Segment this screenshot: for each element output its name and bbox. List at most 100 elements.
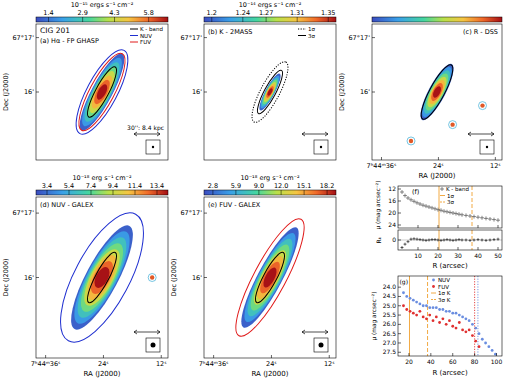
beam [152,146,154,148]
colorbar-tick [211,17,212,22]
profile-point [418,303,421,306]
beam-box [146,338,160,352]
residual-point [440,239,443,242]
colorbar-tick [135,190,136,195]
y-tick [36,92,39,93]
profile-point [421,203,425,207]
y-axis-title: Rₖ [375,236,382,243]
x-tick [498,225,499,228]
colorbar-tick-label: 11.4 [128,182,142,190]
legend-swatch [440,187,444,191]
x-tick-label: 40 [427,358,435,365]
y-tick [398,213,401,214]
y-axis-title: Dec (J2000) [2,258,10,296]
y-tick-label: 25.0 [383,302,397,309]
image-ground [36,197,168,358]
y-tick-label: 16' [192,274,202,282]
image-ground [204,197,336,358]
emission [233,222,308,333]
profile-point [445,210,449,214]
colorbar-tick [235,190,236,195]
colorbar [36,190,168,195]
y-tick [204,213,207,214]
emission [95,83,110,102]
image [36,197,168,358]
residual-point [413,237,416,240]
colorbar-tick-label: 1.2 [207,9,217,17]
panel-title: (a) Hα - FP GHASP [40,37,99,45]
emission [252,253,288,302]
legend-label: 3σ [308,33,315,39]
colorbar-tick [48,17,49,22]
colorbar-tick-label: 13.4 [150,182,164,190]
legend-swatch [298,35,306,36]
profile-point [457,212,461,216]
residual-point [443,239,446,242]
profile-point [403,194,407,198]
colorbar-tick [266,17,267,22]
emission [73,238,131,317]
contour [83,64,121,120]
profile-point [425,317,428,320]
x-tick-label: 7ʰ44ᵐ36ˢ [199,360,229,368]
legend-swatch [298,29,306,30]
x-tick-label: 30 [454,252,462,259]
profile-point [471,323,474,326]
beam [320,146,322,148]
residual-point [473,239,476,242]
x-tick-label: 12ˢ [156,360,167,368]
x-tick-label: 20 [434,252,442,259]
y-tick-label: 12 [388,185,396,192]
frame [372,24,502,160]
residual-point [458,238,461,241]
image [204,24,336,160]
x-tick [381,157,382,160]
y-tick-label: 25.5 [383,311,397,318]
image-ground [372,24,502,160]
x-tick-label: 12ˢ [324,360,335,368]
x-tick [452,353,453,356]
y-tick [372,92,375,93]
x-tick-label: 40 [474,252,482,259]
legend-swatch [431,293,436,294]
residual-point [477,238,480,241]
colorbar-tick [242,17,243,22]
profile-point [435,316,438,319]
y-tick [398,333,401,334]
profile-point [405,308,408,311]
profile-point [436,208,440,212]
profile-point [445,323,448,326]
colorbar-tick [281,190,282,195]
profile-point [435,306,438,309]
residual-point [485,239,488,242]
legend-label: FUV [140,39,151,45]
uv-profile-panel: 24.024.525.025.526.026.527.027.520406080… [371,276,502,377]
profile-point [409,310,412,313]
legend-label: 3σ [447,199,454,205]
scale-bar [134,330,160,334]
star-contour [407,137,415,145]
x-tick [474,353,475,356]
profile-point [428,314,431,317]
legend-label: K - band [140,26,163,32]
y-tick [204,37,207,38]
x-tick [271,355,272,358]
y-tick [36,213,39,214]
plot-area [400,186,500,228]
residual-point [428,239,431,242]
y-tick [398,189,401,190]
colorbar-tick [297,17,298,22]
x-axis-title: R (arcsec) [432,262,467,270]
beam-box [480,140,494,154]
radius-line [409,276,410,356]
colorbar-tick [327,190,328,195]
residual-point [401,246,404,249]
emission [60,218,143,336]
profile-point [415,301,418,304]
profile-point [460,213,464,217]
colorbar-tick-label: 3.4 [42,182,52,190]
colorbar-tick [69,190,70,195]
y-tick [398,296,401,297]
profile-point [432,319,435,322]
emission [267,88,274,97]
